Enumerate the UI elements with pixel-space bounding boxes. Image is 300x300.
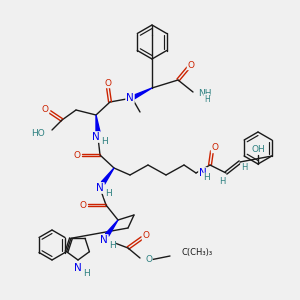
Text: H: H [241,164,247,172]
Polygon shape [131,88,152,100]
Polygon shape [105,220,118,236]
Text: H: H [105,188,111,197]
Text: H: H [204,94,210,103]
Polygon shape [101,168,114,184]
Text: O: O [74,151,80,160]
Text: O: O [145,256,152,265]
Text: O: O [212,143,218,152]
Text: C(CH₃)₃: C(CH₃)₃ [182,248,213,257]
Text: O: O [41,104,49,113]
Text: H: H [109,241,116,250]
Text: N: N [100,235,108,245]
Text: O: O [80,200,86,209]
Text: H: H [100,137,107,146]
Text: O: O [104,79,112,88]
Text: NH: NH [198,89,211,98]
Text: H: H [202,173,209,182]
Text: HO: HO [31,128,45,137]
Text: N: N [74,263,82,273]
Text: N: N [92,132,100,142]
Text: O: O [142,232,149,241]
Text: N: N [96,183,104,193]
Text: N: N [126,93,134,103]
Text: H: H [82,269,89,278]
Polygon shape [96,115,100,132]
Text: H: H [219,176,225,185]
Text: N: N [199,168,207,178]
Text: O: O [188,61,194,70]
Text: OH: OH [251,145,265,154]
